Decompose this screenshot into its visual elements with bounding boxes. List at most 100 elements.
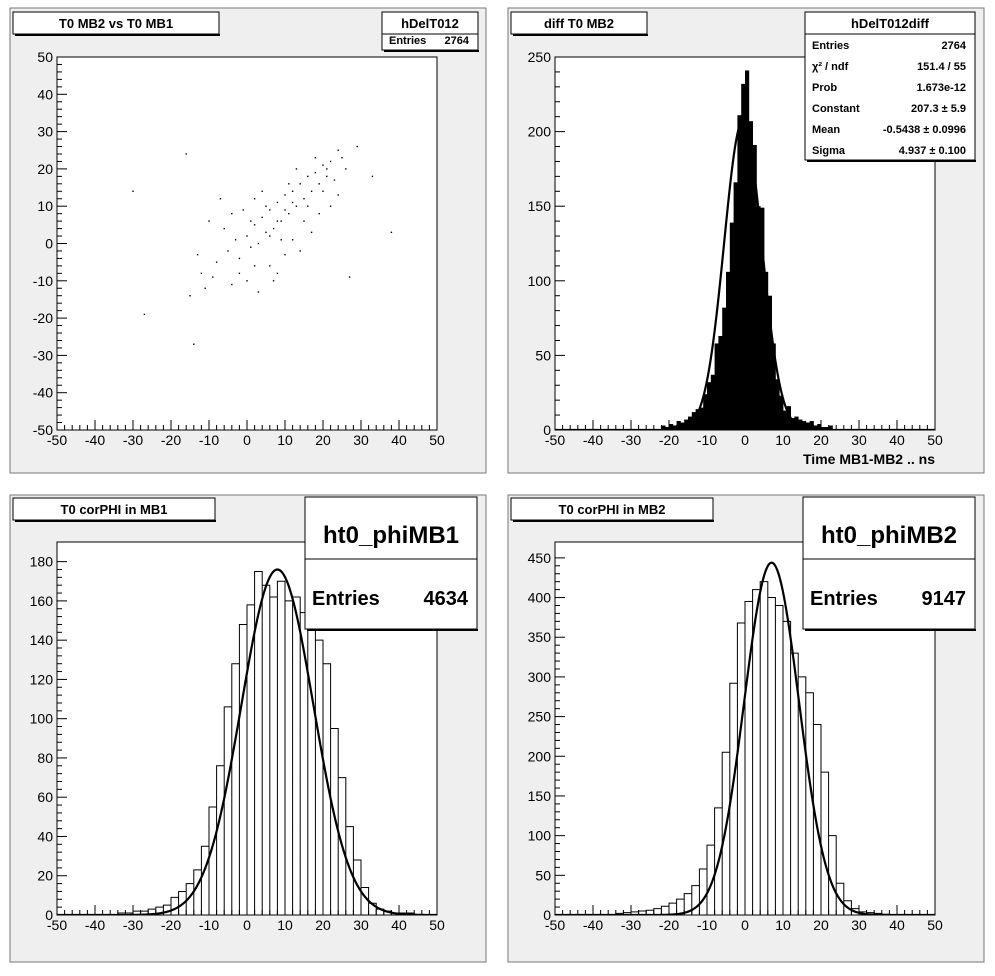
x-tick-label: 50 (429, 917, 445, 933)
scatter-point (185, 153, 187, 155)
histogram-bar (828, 425, 833, 430)
scatter-point (318, 183, 320, 185)
y-tick-label: 120 (30, 671, 54, 687)
histogram-bar (722, 307, 727, 430)
histogram-bar (676, 421, 681, 430)
scatter-point (345, 168, 347, 170)
scatter-point (356, 145, 358, 148)
y-tick-label: 30 (37, 124, 53, 140)
histogram-bar (798, 419, 803, 430)
scatter-point (272, 280, 275, 282)
histogram-bar (748, 121, 753, 430)
x-tick-label: -10 (697, 917, 717, 933)
y-tick-label: 0 (543, 907, 551, 923)
scatter-point (246, 235, 248, 237)
x-tick-label: -30 (123, 432, 143, 448)
histogram-bar (710, 374, 715, 430)
x-tick-label: 40 (889, 917, 905, 933)
scatter-point (208, 220, 210, 222)
scatter-point (291, 239, 294, 241)
histogram-bar (767, 295, 772, 430)
x-tick-label: -30 (123, 917, 143, 933)
scatter-point (322, 190, 324, 192)
scatter-point (284, 253, 286, 256)
y-tick-label: 0 (543, 422, 551, 438)
histogram-bar (809, 421, 814, 430)
histogram-bar (779, 395, 784, 430)
histogram-bar (680, 422, 685, 430)
x-tick-label: -10 (697, 432, 717, 448)
histogram-bar (684, 419, 689, 430)
y-tick-label: 50 (535, 867, 551, 883)
stats-label: Mean (812, 124, 840, 136)
scatter-point (303, 198, 305, 200)
stats-box (304, 496, 478, 630)
histogram-bar (790, 418, 795, 430)
pad-4: -50 -40 -30 -20 -10 0 10 20 30 40 50 0 50 100 150 200 25… (507, 494, 985, 963)
stats-label: Constant (812, 103, 860, 115)
y-tick-label: 180 (30, 554, 54, 570)
scatter-point (337, 149, 339, 151)
scatter-point (291, 201, 294, 204)
y-tick-label: 0 (45, 236, 53, 252)
scatter-point (326, 168, 328, 170)
scatter-point (310, 231, 313, 234)
stats-label: Entries (389, 35, 426, 47)
scatter-point (303, 220, 305, 222)
histogram-bar (794, 416, 799, 430)
histogram-bar (695, 409, 700, 430)
scatter-point (326, 175, 328, 178)
scatter-point (238, 272, 241, 275)
y-tick-label: 200 (528, 124, 552, 140)
histogram-bar (672, 425, 677, 430)
y-tick-label: 200 (528, 748, 552, 764)
scatter-point (253, 224, 256, 226)
histogram-bar (745, 70, 750, 430)
stats-box (381, 11, 479, 51)
plot-marks (132, 145, 393, 345)
stats-box (802, 496, 976, 630)
histogram-bar (741, 83, 746, 430)
x-tick-label: 0 (741, 917, 749, 933)
scatter-point (193, 343, 195, 345)
histogram-bar (813, 425, 818, 430)
stats-value: 1.673e-12 (916, 82, 966, 94)
y-tick-label: 250 (528, 709, 552, 725)
scatter-point (288, 212, 290, 215)
histogram-bar (802, 421, 807, 430)
y-tick-label: 40 (37, 86, 53, 102)
y-tick-label: 50 (37, 49, 53, 65)
scatter-point (348, 276, 351, 278)
chart-title: T0 corPHI in MB2 (559, 502, 666, 517)
gaussian-fit-curve (555, 561, 935, 915)
x-tick-label: 10 (277, 432, 293, 448)
scatter-point (234, 239, 237, 241)
scatter-point (257, 291, 260, 293)
y-tick-label: 160 (30, 593, 54, 609)
scatter-point (371, 175, 374, 178)
x-tick-label: -40 (583, 432, 603, 448)
x-tick-label: -30 (621, 432, 641, 448)
y-tick-label: 100 (528, 828, 552, 844)
histogram-bar (737, 115, 742, 430)
stats-name: hDelT012diff (851, 16, 930, 31)
scatter-point (215, 261, 218, 263)
chart-title: T0 MB2 vs T0 MB1 (59, 16, 173, 31)
histogram-bar (707, 382, 712, 430)
x-tick-label: -20 (161, 432, 181, 448)
plot-marks (57, 568, 437, 915)
x-tick-label: -40 (85, 917, 105, 933)
x-tick-label: 10 (775, 432, 791, 448)
scatter-point (333, 179, 336, 181)
scatter-point (322, 164, 324, 166)
histogram-bar (718, 336, 723, 430)
histogram-bar (775, 379, 780, 430)
scatter-point (284, 209, 286, 211)
histogram-bar (703, 394, 708, 430)
plot-marks (555, 70, 935, 430)
stats-value: 151.4 / 55 (917, 61, 966, 73)
x-tick-label: 20 (813, 432, 829, 448)
scatter-point (329, 160, 332, 163)
x-tick-label: 40 (391, 917, 407, 933)
